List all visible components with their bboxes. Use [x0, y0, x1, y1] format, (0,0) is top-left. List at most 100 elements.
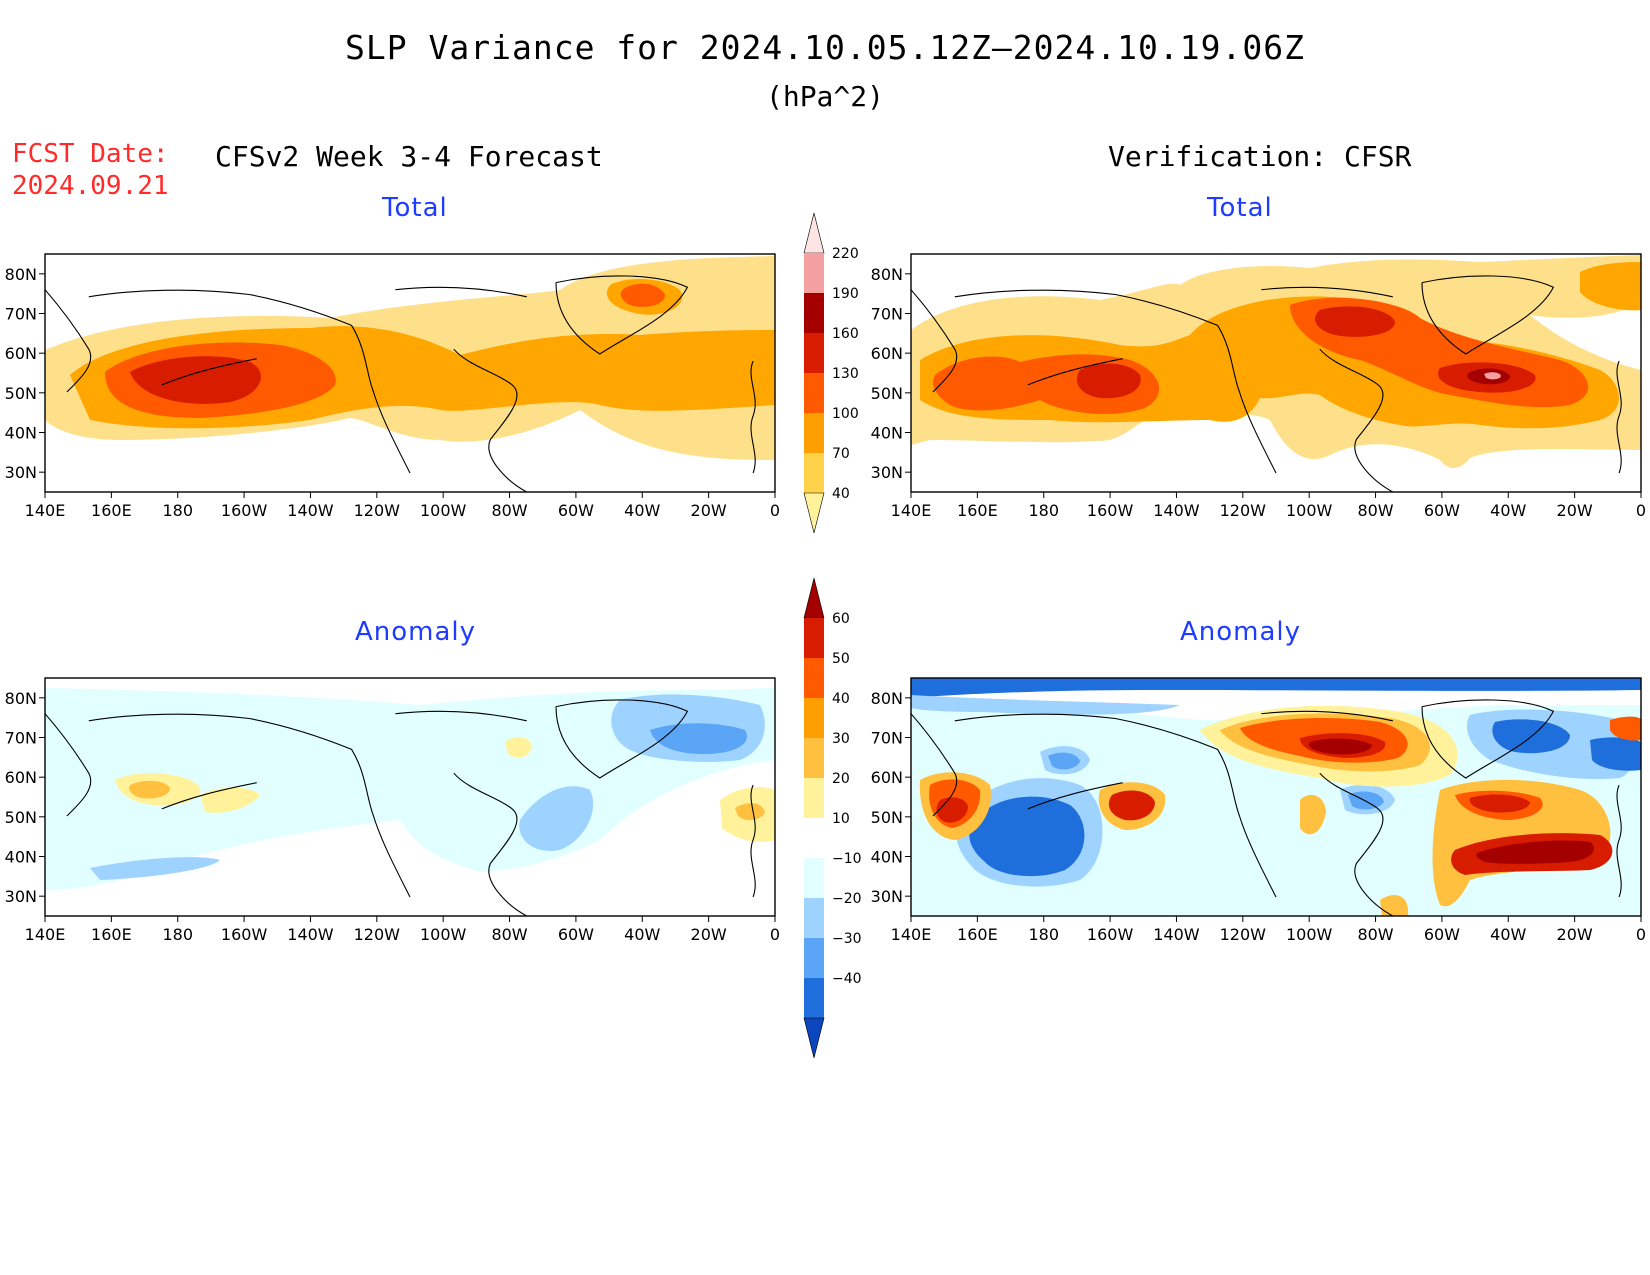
coastline [161, 358, 257, 386]
lon-tick-label: 140W [287, 501, 334, 520]
coastline [1027, 782, 1123, 810]
lat-tick-label: 40N [871, 424, 903, 443]
panel-frame-forecast-anomaly [44, 677, 776, 917]
coastline [1616, 784, 1622, 898]
forecast-date-label: FCST Date: [12, 139, 169, 169]
coastline [911, 289, 958, 393]
lon-tick-label: 100W [1286, 501, 1333, 520]
lat-tick-label: 80N [871, 265, 903, 284]
colorbar-swatch [804, 698, 824, 738]
lon-tick-label: 160W [1087, 501, 1134, 520]
lon-tick-label: 0 [1636, 925, 1646, 944]
lon-tick-label: 20W [691, 501, 727, 520]
colorbar-swatch [804, 978, 824, 1018]
colorbar-label: −20 [832, 891, 862, 907]
colorbar-swatch [804, 618, 824, 658]
lat-tick-label: 30N [871, 463, 903, 482]
lon-tick-label: 160W [221, 501, 268, 520]
map-forecast-anomaly [45, 678, 775, 916]
forecast-column-title: CFSv2 Week 3-4 Forecast [215, 140, 603, 173]
colorbar-label: 70 [832, 446, 850, 462]
lon-tick-label: 180 [162, 501, 193, 520]
lat-tick-label: 70N [871, 305, 903, 324]
lon-tick-label: 80W [1357, 925, 1393, 944]
forecast-date-value: 2024.09.21 [12, 171, 169, 201]
lat-tick-label: 50N [871, 384, 903, 403]
coastline [750, 360, 756, 474]
field-contour-50-atlantic-north [1469, 794, 1530, 813]
field-contour-130 [130, 356, 261, 404]
coastline [395, 710, 527, 722]
coastlines [45, 275, 1622, 916]
field-contour-50-gulf-alaska [1108, 790, 1155, 821]
coastline [911, 713, 958, 817]
lat-tick-label: 30N [871, 887, 903, 906]
lon-tick-label: 80W [491, 925, 527, 944]
field-contour-minus20 [90, 857, 220, 880]
lat-tick-label: 40N [5, 848, 37, 867]
colorbar-swatch [804, 453, 824, 493]
field-contour-220 [1484, 372, 1501, 380]
colorbar-swatch [804, 898, 824, 938]
map-verification-anomaly [911, 678, 1641, 916]
field-contour-10-hudson [505, 737, 532, 758]
field-contour-minus10 [45, 688, 775, 890]
field-contour-130-canada [1315, 306, 1395, 337]
colorbar-swatch [804, 938, 824, 978]
lon-tick-label: 180 [162, 925, 193, 944]
field-contour-20-iberia [1560, 795, 1598, 820]
field-contour-minus30-us [1348, 791, 1384, 810]
lon-tick-label: 0 [1636, 501, 1646, 520]
field-contour-20-pacific [129, 780, 170, 799]
lon-tick-label: 0 [770, 501, 780, 520]
colorbar-label: 40 [832, 691, 850, 707]
lon-tick-label: 20W [1557, 501, 1593, 520]
forecast-date: FCST Date: 2024.09.21 [12, 138, 169, 202]
total-colorbar: 220 190 160 130 100 70 40 [803, 212, 859, 534]
field-contour-70-europe [1580, 262, 1641, 311]
coastline [555, 275, 689, 355]
colorbar-swatch [804, 253, 824, 293]
coastline [750, 784, 756, 898]
colorbar-label: −10 [832, 851, 862, 867]
lon-tick-label: 120W [1220, 925, 1267, 944]
coastline [1616, 360, 1622, 474]
colorbar-label: 40 [832, 486, 850, 502]
lon-tick-label: 140W [287, 925, 334, 944]
colorbar-extend-top [803, 577, 825, 619]
lon-tick-label: 20W [691, 925, 727, 944]
lat-tick-label: 80N [5, 689, 37, 708]
lon-tick-label: 0 [770, 925, 780, 944]
field-contour-20-midus [1300, 794, 1326, 835]
lon-tick-label: 140E [25, 501, 66, 520]
lon-tick-label: 160W [221, 925, 268, 944]
colorbar-label: 220 [832, 246, 859, 262]
lat-tick-label: 50N [5, 808, 37, 827]
figure-title: SLP Variance for 2024.10.05.12Z–2024.10.… [345, 28, 1305, 67]
field-contour-minus40-pacific [969, 796, 1085, 877]
field-contour-100-greenland [620, 283, 665, 307]
colorbar-swatch [804, 293, 824, 333]
colorbar-swatch [804, 333, 824, 373]
lon-tick-label: 120W [354, 501, 401, 520]
panel-title-verification-total: Total [1207, 193, 1273, 223]
coastline-group [911, 699, 1622, 916]
lon-tick-label: 40W [1490, 925, 1526, 944]
coastline [555, 699, 689, 779]
colorbar-swatch [804, 738, 824, 778]
map-axes: 80N 70N 60N 50N 40N 30N 140E 160E 180 160W 140W 120… [5, 253, 1646, 944]
units-label: (hPa^2) [765, 80, 884, 113]
coastline [161, 782, 257, 810]
panel-frame-verification-anomaly [910, 677, 1642, 917]
coastline [1261, 710, 1393, 722]
colorbar-label: 60 [832, 611, 850, 627]
field-contour-10-alaska [200, 787, 260, 813]
lon-tick-label: 140E [891, 925, 932, 944]
lat-tick-label: 60N [5, 344, 37, 363]
colorbar-label: 30 [832, 731, 850, 747]
lon-tick-label: 140W [1153, 501, 1200, 520]
coastline [45, 713, 92, 817]
lat-tick-label: 30N [5, 887, 37, 906]
coastline [1421, 275, 1555, 355]
map-verification-total [911, 254, 1641, 492]
